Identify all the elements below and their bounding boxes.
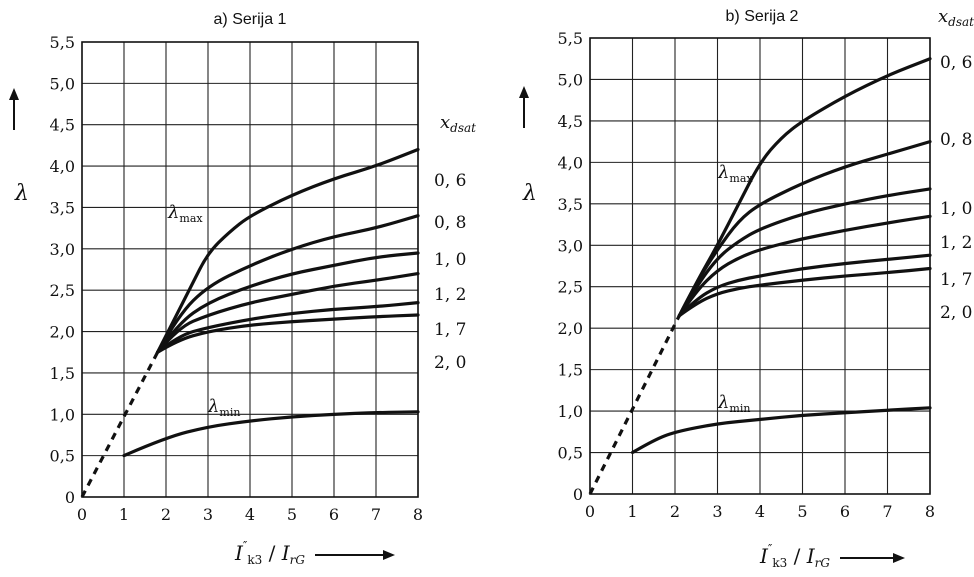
series-line-xdsat-5 bbox=[677, 266, 932, 318]
legend-title: xdsat bbox=[938, 6, 974, 29]
x-tick-label: 1 bbox=[627, 502, 637, 521]
lambda-max-annotation: λmax bbox=[717, 162, 753, 185]
y-tick-label: 4,0 bbox=[558, 153, 583, 172]
series-line-xdsat-4 bbox=[156, 301, 420, 354]
y-axis-label: λ bbox=[14, 181, 29, 206]
x-tick-label: 1 bbox=[119, 505, 129, 524]
x-axis-label: I″k3 / IrG bbox=[759, 542, 830, 570]
plot-frame bbox=[589, 37, 931, 495]
x-tick-label: 4 bbox=[245, 505, 255, 524]
y-tick-label: 4,5 bbox=[558, 112, 583, 131]
series-line-xdsat-2 bbox=[677, 187, 932, 318]
series-line-xdsat-5 bbox=[156, 313, 420, 354]
chart-title: a) Serija 1 bbox=[214, 11, 287, 28]
y-tick-label: 4,0 bbox=[50, 157, 75, 176]
lambda-min-curve bbox=[630, 406, 932, 455]
series-line-xdsat-2 bbox=[156, 251, 420, 354]
legend-title: xdsat bbox=[440, 112, 476, 135]
series-label: 2, 0 bbox=[940, 303, 972, 323]
y-tick-label: 3,0 bbox=[558, 236, 583, 255]
y-tick-label: 0 bbox=[573, 485, 583, 504]
series-line-xdsat-4 bbox=[677, 253, 932, 318]
y-tick-label: 2,0 bbox=[558, 319, 583, 338]
x-tick-label: 8 bbox=[925, 502, 935, 521]
series-label: 1, 2 bbox=[434, 285, 466, 305]
lambda-max-annotation: λmax bbox=[167, 202, 203, 225]
x-tick-label: 6 bbox=[840, 502, 850, 521]
chart-panel-1: a) Serija 1 0 1 2 3 4 5 6 7 8 0 0,5 1,0 1,5 2,0 2,5 3,0 3… bbox=[9, 11, 476, 567]
y-tick-label: 3,0 bbox=[50, 240, 75, 259]
y-axis-arrow-head bbox=[9, 88, 19, 100]
y-tick-label: 1,0 bbox=[558, 402, 583, 421]
chart-panel-2: b) Serija 2 0 1 2 3 4 5 6 7 8 0 0,5 1,0 1,5 2,0 2,5 3,0 3… bbox=[519, 6, 974, 570]
x-tick-label: 7 bbox=[882, 502, 892, 521]
series-label: 0, 8 bbox=[940, 130, 972, 150]
x-axis-arrow-head bbox=[383, 550, 395, 560]
lambda-min-curve bbox=[122, 410, 420, 458]
x-axis-label: I″k3 / IrG bbox=[234, 539, 305, 567]
x-tick-label: 2 bbox=[670, 502, 680, 521]
x-tick-label: 0 bbox=[585, 502, 595, 521]
y-tick-label: 2,0 bbox=[50, 323, 75, 342]
series-line-xdsat-1 bbox=[677, 140, 932, 318]
dashed-extrapolation-line bbox=[588, 315, 681, 495]
y-tick-label: 2,5 bbox=[50, 281, 75, 300]
series-label: 1, 7 bbox=[940, 270, 972, 290]
plot-frame bbox=[81, 41, 419, 498]
x-tick-label: 2 bbox=[161, 505, 171, 524]
y-tick-label: 1,5 bbox=[50, 364, 75, 383]
y-tick-label: 5,5 bbox=[558, 29, 583, 48]
y-tick-label: 1,0 bbox=[50, 405, 75, 424]
series-line-xdsat-3 bbox=[156, 272, 420, 354]
series-line-xdsat-3 bbox=[677, 214, 932, 318]
series-line-xdsat-1 bbox=[156, 214, 420, 354]
y-axis-label: λ bbox=[522, 181, 537, 206]
dashed-extrapolation-line bbox=[80, 351, 160, 498]
y-tick-label: 5,0 bbox=[558, 70, 583, 89]
x-tick-label: 5 bbox=[797, 502, 807, 521]
y-tick-label: 5,5 bbox=[50, 33, 75, 52]
y-tick-label: 3,5 bbox=[50, 198, 75, 217]
y-tick-label: 0,5 bbox=[558, 444, 583, 463]
series-line-xdsat-0 bbox=[156, 147, 420, 354]
series-label: 0, 6 bbox=[434, 171, 466, 191]
x-tick-label: 8 bbox=[413, 505, 423, 524]
x-tick-label: 4 bbox=[755, 502, 765, 521]
series-label: 1, 7 bbox=[434, 320, 466, 340]
series-label: 0, 8 bbox=[434, 213, 466, 233]
y-tick-label: 4,5 bbox=[50, 116, 75, 135]
y-tick-label: 3,5 bbox=[558, 195, 583, 214]
series-label: 1, 0 bbox=[434, 250, 466, 270]
x-tick-label: 6 bbox=[329, 505, 339, 524]
x-tick-label: 0 bbox=[77, 505, 87, 524]
x-tick-label: 3 bbox=[712, 502, 722, 521]
y-axis-arrow-head bbox=[519, 86, 529, 98]
x-tick-label: 5 bbox=[287, 505, 297, 524]
y-tick-label: 0,5 bbox=[50, 447, 75, 466]
series-label: 1, 2 bbox=[940, 233, 972, 253]
x-axis-arrow-head bbox=[893, 553, 905, 563]
y-tick-label: 5,0 bbox=[50, 74, 75, 93]
y-tick-label: 1,5 bbox=[558, 361, 583, 380]
x-tick-label: 7 bbox=[371, 505, 381, 524]
lambda-min-annotation: λmin bbox=[717, 392, 750, 415]
lambda-min-annotation: λmin bbox=[207, 396, 240, 419]
series-label: 0, 6 bbox=[940, 53, 972, 73]
x-tick-label: 3 bbox=[203, 505, 213, 524]
y-tick-label: 2,5 bbox=[558, 278, 583, 297]
y-tick-label: 0 bbox=[65, 488, 75, 507]
series-line-xdsat-0 bbox=[677, 57, 932, 318]
chart-title: b) Serija 2 bbox=[726, 8, 799, 25]
series-label: 1, 0 bbox=[940, 199, 972, 219]
series-label: 2, 0 bbox=[434, 353, 466, 373]
